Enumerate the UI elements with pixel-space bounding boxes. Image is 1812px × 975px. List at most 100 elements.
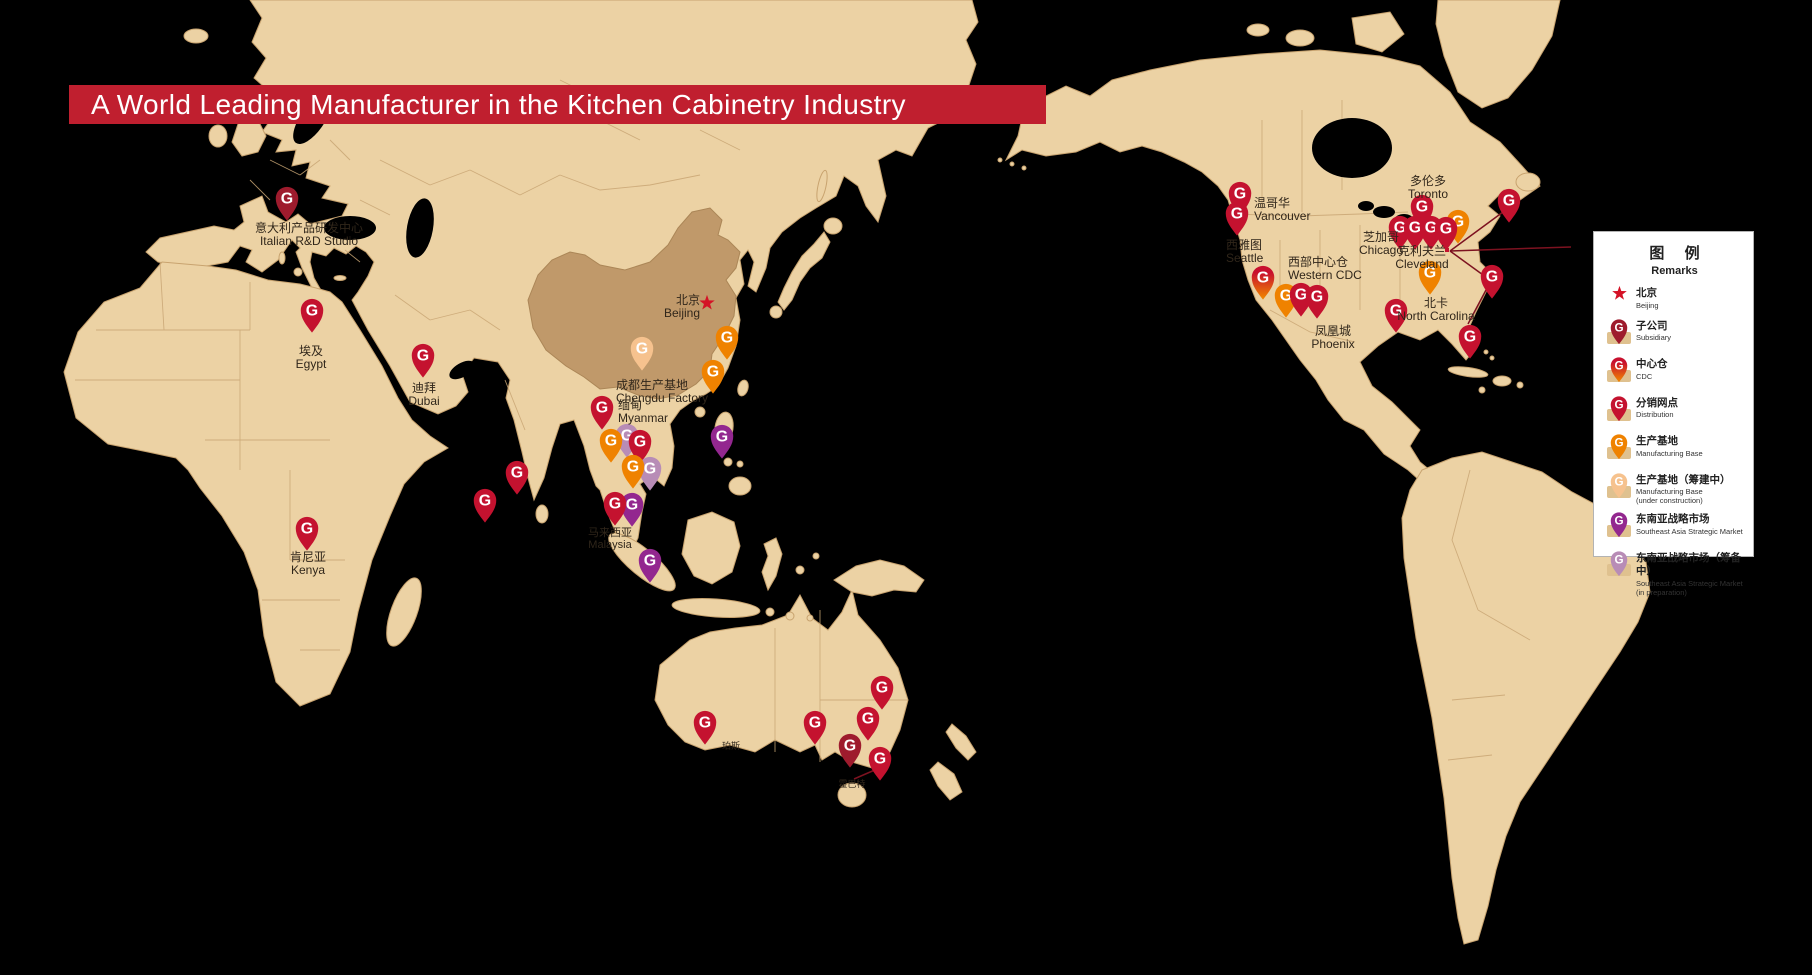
svg-text:G: G bbox=[874, 750, 886, 767]
island-arctic-2 bbox=[1246, 23, 1270, 37]
island-baffin bbox=[1351, 11, 1405, 53]
pin-thailand-mfg: G bbox=[596, 427, 626, 465]
island-tasmania bbox=[837, 782, 867, 808]
svg-text:G: G bbox=[634, 433, 646, 450]
label-phoenix-en: Phoenix bbox=[1311, 337, 1355, 352]
label-cleveland: 克利夫兰 Cleveland bbox=[1395, 244, 1449, 272]
legend-item-en: Distribution bbox=[1636, 410, 1674, 420]
pin-east-coast-2: G bbox=[1477, 263, 1507, 301]
pin-east-china-2: G bbox=[698, 358, 728, 396]
pin-dubai: G bbox=[408, 342, 438, 380]
legend-item-sea: G 东南亚战略市场 Southeast Asia Strategic Market bbox=[1602, 511, 1747, 544]
label-italy-rd-en: Italian R&D Studio bbox=[259, 234, 359, 249]
island-sicily bbox=[293, 267, 303, 277]
island-sardinia bbox=[278, 251, 286, 265]
island-new-guinea bbox=[833, 559, 925, 597]
pin-vietnam-mfg: G bbox=[618, 453, 648, 491]
legend-item-zh: 北京 bbox=[1636, 287, 1657, 299]
svg-text:G: G bbox=[707, 363, 719, 380]
svg-text:G: G bbox=[1257, 269, 1269, 286]
legend-item-sea_prep: G 东南亚战略市场（筹备中） Southeast Asia Strategic Ma… bbox=[1602, 550, 1747, 597]
sea-persian-gulf bbox=[449, 360, 475, 380]
pin-vietnam-prep: G bbox=[635, 455, 665, 493]
island-nz-north bbox=[945, 723, 977, 761]
pin-singapore: G bbox=[635, 547, 665, 585]
svg-text:G: G bbox=[809, 714, 821, 731]
svg-text:G: G bbox=[1440, 220, 1452, 237]
label-chicago-zh: 芝加哥 bbox=[1362, 230, 1399, 244]
svg-text:G: G bbox=[716, 428, 728, 445]
label-beijing: 北京 Beijing bbox=[664, 293, 700, 321]
svg-text:G: G bbox=[1231, 205, 1243, 222]
label-egypt: 埃及 Egypt bbox=[295, 344, 327, 372]
island-sunda-3 bbox=[806, 614, 814, 622]
legend-item-en: Subsidiary bbox=[1636, 333, 1672, 343]
country-borders bbox=[75, 79, 1531, 762]
label-phoenix: 凤凰城 Phoenix bbox=[1311, 324, 1355, 352]
island-visayas-1 bbox=[723, 457, 733, 467]
svg-text:G: G bbox=[511, 464, 523, 481]
svg-text:G: G bbox=[306, 302, 318, 319]
svg-text:G: G bbox=[1614, 515, 1623, 528]
label-western-cdc: 西部中心仓 Western CDC bbox=[1288, 255, 1362, 283]
pin-seattle: G bbox=[1222, 200, 1252, 238]
manufacturing_uc-pin-icon: G bbox=[1602, 472, 1636, 505]
sea-caspian bbox=[406, 198, 434, 258]
sea_prep-pin-glyph: G bbox=[1608, 550, 1630, 583]
label-dubai-en: Dubai bbox=[408, 394, 440, 409]
legend-title-zh: 图 例 bbox=[1649, 245, 1708, 262]
label-chicago-en: Chicago bbox=[1358, 243, 1404, 258]
svg-text:G: G bbox=[1614, 475, 1623, 488]
label-egypt-en: Egypt bbox=[295, 357, 327, 372]
label-malaysia-zh: 马来西亚 bbox=[588, 527, 632, 539]
label-italy-rd: 意大利产品研发中心 Italian R&D Studio bbox=[255, 221, 363, 249]
label-dubai-zh: 迪拜 bbox=[411, 381, 437, 395]
sea-pin-glyph: G bbox=[1608, 511, 1630, 544]
legend-item-text: 东南亚战略市场 Southeast Asia Strategic Market bbox=[1636, 511, 1743, 536]
pin-philippines: G bbox=[707, 423, 737, 461]
pin-florida: G bbox=[1455, 323, 1485, 361]
svg-text:G: G bbox=[1390, 302, 1402, 319]
legend-item-zh: 东南亚战略市场（筹备中） bbox=[1636, 551, 1741, 578]
beijing-star-marker bbox=[698, 294, 716, 317]
cdc-pin-icon: G bbox=[1602, 356, 1636, 389]
svg-text:G: G bbox=[1614, 553, 1623, 566]
label-hobart-zh: 霍巴特 bbox=[838, 779, 866, 789]
legend-panel: 图 例 Remarks 北京 Beijing G 子公司 Subsidiary G 中心仓 C… bbox=[1593, 231, 1754, 597]
island-nz-south bbox=[929, 761, 963, 801]
pin-texas: G bbox=[1381, 297, 1411, 335]
label-perth-zh: 珀斯 bbox=[722, 741, 741, 751]
pin-myanmar: G bbox=[587, 394, 617, 432]
pin-phoenix-2: G bbox=[1302, 283, 1332, 321]
svg-text:G: G bbox=[1614, 321, 1623, 334]
island-mindanao bbox=[728, 476, 752, 496]
legend-item-text: 子公司 Subsidiary bbox=[1636, 318, 1671, 343]
continent-africa bbox=[63, 261, 449, 707]
svg-text:G: G bbox=[1464, 328, 1476, 345]
label-vancouver-zh: 温哥华 bbox=[1254, 196, 1291, 210]
svg-text:G: G bbox=[1409, 219, 1421, 236]
svg-text:G: G bbox=[417, 347, 429, 364]
svg-text:G: G bbox=[281, 190, 293, 207]
pin-western-cdc: G bbox=[1248, 264, 1278, 302]
pin-east-coast-1: G bbox=[1494, 187, 1524, 225]
sea-black bbox=[324, 216, 376, 240]
legend-item-zh: 中心仓 bbox=[1636, 358, 1668, 371]
island-java bbox=[671, 598, 761, 618]
distribution-pin-icon: G bbox=[1602, 395, 1636, 428]
svg-text:G: G bbox=[301, 520, 313, 537]
label-chengdu: 成都生产基地 Chengdu Factory bbox=[616, 378, 708, 406]
label-north-carolina-zh: 北卡 bbox=[1423, 296, 1448, 310]
distribution-pin-glyph: G bbox=[1608, 395, 1630, 428]
label-kenya-en: Kenya bbox=[290, 563, 326, 578]
label-kenya: 肯尼亚 Kenya bbox=[290, 550, 326, 578]
pin-nsw: G bbox=[853, 705, 883, 743]
lake-superior bbox=[1358, 201, 1374, 211]
svg-text:G: G bbox=[626, 496, 638, 513]
legend-item-zh: 生产基地（筹建中） bbox=[1636, 473, 1731, 486]
label-cleveland-zh: 克利夫兰 bbox=[1397, 244, 1446, 258]
island-borneo bbox=[681, 511, 741, 585]
continent-north-america bbox=[1004, 49, 1541, 489]
label-cleveland-en: Cleveland bbox=[1395, 257, 1449, 272]
pin-kenya: G bbox=[292, 515, 322, 553]
